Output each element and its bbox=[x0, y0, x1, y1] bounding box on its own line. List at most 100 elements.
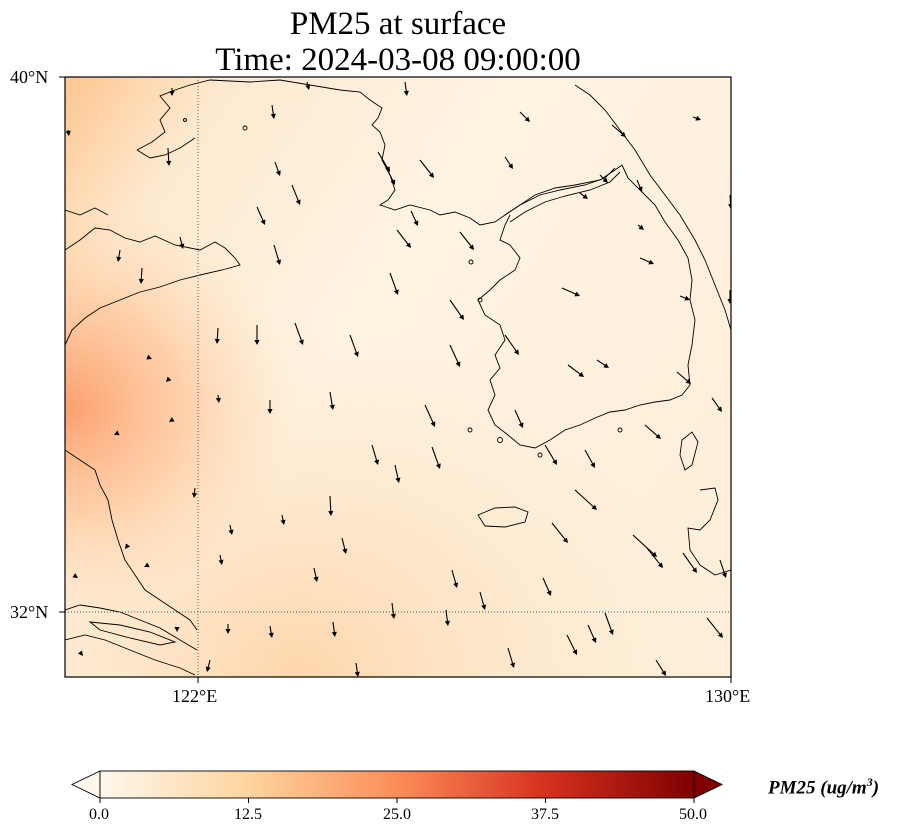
wind-arrow-head bbox=[228, 529, 234, 535]
wind-arrow-head bbox=[602, 177, 608, 183]
wind-arrow-head bbox=[468, 244, 474, 250]
wind-arrow-head bbox=[591, 637, 597, 643]
wind-arrow-head bbox=[603, 363, 609, 368]
lat-tick-label-40: 40°N bbox=[10, 67, 49, 87]
wind-arrow-shaft bbox=[424, 404, 435, 425]
wind-arrow-head bbox=[591, 504, 597, 510]
coast-korea-east bbox=[574, 84, 731, 331]
coastlines bbox=[65, 79, 731, 676]
island bbox=[183, 118, 187, 122]
wind-arrow-shaft bbox=[389, 272, 398, 293]
map-frame bbox=[64, 76, 732, 678]
wind-arrow-head bbox=[179, 243, 185, 249]
wind-arrow-shaft bbox=[167, 147, 170, 164]
wind-arrow-shaft bbox=[711, 397, 721, 410]
wind-arrow-shaft bbox=[329, 495, 332, 514]
wind-arrow-head bbox=[524, 116, 530, 122]
wind-arrow-head bbox=[637, 186, 643, 192]
lon-tick-label-130: 130°E bbox=[705, 686, 751, 706]
wind-arrow-head bbox=[305, 84, 311, 90]
wind-arrow-head bbox=[166, 160, 172, 166]
wind-arrow-shaft bbox=[676, 371, 690, 383]
wind-arrow-head bbox=[620, 131, 626, 137]
wind-arrow-head bbox=[298, 339, 304, 345]
wind-arrow-head bbox=[403, 90, 409, 96]
coast-shandong bbox=[65, 227, 241, 346]
border-nk-cn bbox=[504, 167, 616, 216]
wind-arrow-head bbox=[727, 299, 731, 304]
wind-arrow-head bbox=[546, 590, 552, 596]
wind-arrow-head bbox=[390, 179, 396, 185]
colorbar-title-superscript: 3 bbox=[866, 775, 873, 789]
wind-arrow-shaft bbox=[459, 231, 473, 248]
wind-arrow-shaft bbox=[449, 299, 463, 318]
wind-arrow-shaft bbox=[445, 609, 449, 624]
wind-arrow-head bbox=[684, 295, 690, 301]
colorbar bbox=[70, 770, 724, 803]
wind-arrow-head bbox=[254, 340, 260, 345]
wind-arrow-shaft bbox=[384, 164, 395, 183]
wind-arrow-head bbox=[728, 203, 731, 209]
wind-arrow-head bbox=[590, 462, 595, 468]
wind-arrow-shaft bbox=[216, 327, 219, 342]
wind-arrow-head bbox=[275, 170, 281, 176]
coast-jiangsu bbox=[65, 449, 198, 631]
wind-arrow-head bbox=[717, 632, 723, 638]
chongming-island bbox=[88, 621, 177, 646]
wind-arrow-head bbox=[608, 629, 614, 635]
map-field bbox=[65, 77, 731, 677]
wind-arrow-head bbox=[685, 378, 691, 384]
wind-arrow-head bbox=[72, 573, 78, 578]
wind-arrow-head bbox=[578, 371, 584, 377]
island bbox=[468, 259, 474, 265]
island bbox=[242, 125, 248, 131]
wind-arrow-head bbox=[657, 562, 663, 568]
colorbar-extend-min bbox=[70, 770, 101, 799]
wind-arrow-head bbox=[329, 404, 335, 410]
wind-arrow-head bbox=[574, 291, 580, 297]
coast-kyushu bbox=[687, 487, 731, 576]
wind-arrow-shaft bbox=[294, 322, 303, 343]
coast-bohai-south bbox=[65, 207, 109, 216]
wind-arrow-shaft bbox=[574, 489, 596, 509]
wind-arrow-head bbox=[125, 543, 131, 549]
wind-arrow-shaft bbox=[567, 364, 582, 376]
wind-arrow-head bbox=[413, 220, 419, 226]
wind-arrow-head bbox=[138, 278, 144, 284]
wind-arrow-head bbox=[481, 604, 487, 610]
wind-arrow-head bbox=[405, 242, 411, 248]
colorbar-tick-label: 25.0 bbox=[383, 806, 411, 823]
wind-arrow-shaft bbox=[514, 409, 523, 426]
wind-arrow-shaft bbox=[377, 151, 389, 170]
wind-arrow-head bbox=[166, 376, 172, 382]
wind-arrow-shaft bbox=[431, 446, 440, 467]
wind-arrow-head bbox=[114, 430, 120, 436]
colorbar-title-main: PM25 (ug/m bbox=[768, 777, 867, 799]
wind-arrow-shaft bbox=[644, 424, 660, 438]
wind-arrow-shaft bbox=[273, 244, 280, 263]
wind-arrow-shaft bbox=[396, 229, 410, 246]
wind-arrow-head bbox=[393, 289, 399, 295]
wind-arrow-shaft bbox=[391, 602, 395, 617]
wind-arrow-head bbox=[65, 130, 71, 136]
wind-arrow-shaft bbox=[561, 287, 578, 296]
wind-arrow-shaft bbox=[329, 391, 334, 408]
wind-arrow-head bbox=[169, 91, 175, 96]
wind-arrow-head bbox=[328, 510, 334, 516]
coast-yangtze-north bbox=[65, 604, 198, 651]
wind-arrow-head bbox=[582, 193, 588, 199]
map-title-line1: PM25 at surface bbox=[289, 6, 507, 42]
wind-arrow-head bbox=[695, 115, 701, 121]
wind-arrow-head bbox=[215, 397, 221, 403]
wind-vectors bbox=[65, 81, 731, 677]
wind-arrow-head bbox=[514, 349, 519, 355]
wind-arrow-head bbox=[655, 433, 661, 439]
wind-arrow-shaft bbox=[542, 577, 551, 594]
colorbar-tick-label: 37.5 bbox=[531, 806, 559, 823]
wind-arrow-head bbox=[174, 627, 180, 632]
wind-arrow-shaft bbox=[419, 159, 433, 176]
wind-arrow-shaft bbox=[587, 624, 596, 641]
wind-arrow-head bbox=[267, 409, 273, 414]
wind-arrow-shaft bbox=[646, 547, 662, 567]
wind-arrow-head bbox=[342, 548, 348, 554]
